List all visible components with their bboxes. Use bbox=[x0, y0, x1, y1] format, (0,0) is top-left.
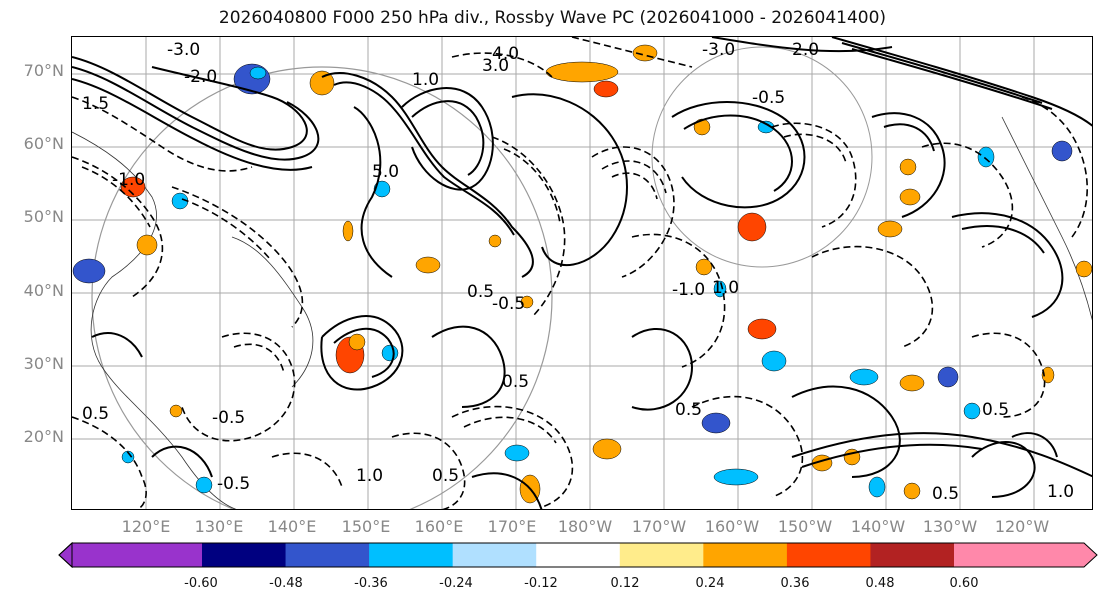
contour-label: -0.5 bbox=[212, 408, 245, 428]
divergence-shading bbox=[72, 44, 1092, 504]
lon-label-170w: 170°W bbox=[631, 517, 687, 536]
colorbar-segment bbox=[59, 543, 202, 567]
solid-contours bbox=[72, 37, 1092, 509]
contour-label: 1.0 bbox=[412, 70, 439, 90]
colorbar-tick: -0.60 bbox=[184, 576, 218, 591]
contour-label: 0.5 bbox=[82, 404, 109, 424]
contour-label: 1.0 bbox=[1047, 482, 1074, 502]
colorbar-segment bbox=[202, 543, 287, 567]
lon-label-130e: 130°E bbox=[194, 517, 244, 536]
lat-label-60: 60°N bbox=[23, 134, 64, 153]
lon-label-160w: 160°W bbox=[704, 517, 760, 536]
contour-value-labels: -3.0 -2.0 1.5 4.0 3.0 -3.0 2.0 -0.5 5.0 … bbox=[82, 40, 1074, 504]
colorbar-segment bbox=[285, 543, 370, 567]
colorbar-segments bbox=[58, 542, 1098, 568]
colorbar-segment bbox=[954, 543, 1097, 567]
contour-label: 0.5 bbox=[432, 466, 459, 486]
contour-label: -0.5 bbox=[752, 88, 785, 108]
lon-label-150w: 150°W bbox=[777, 517, 833, 536]
contour-label: -0.5 bbox=[217, 474, 250, 494]
contour-label: 3.0 bbox=[482, 56, 509, 76]
colorbar-tick: 0.36 bbox=[780, 576, 810, 591]
colorbar-tick: 0.12 bbox=[610, 576, 640, 591]
contour-label: -1.0 bbox=[112, 170, 145, 190]
colorbar-tick: 0.48 bbox=[865, 576, 895, 591]
lon-label-170e: 170°E bbox=[487, 517, 537, 536]
contour-label: 0.5 bbox=[982, 400, 1009, 420]
lon-label-120e: 120°E bbox=[121, 517, 171, 536]
contour-label: -3.0 bbox=[167, 40, 200, 60]
lat-label-70: 70°N bbox=[23, 61, 64, 80]
lon-label-140w: 140°W bbox=[850, 517, 906, 536]
contour-label: 0.5 bbox=[932, 484, 959, 504]
colorbar-segment bbox=[452, 543, 537, 567]
lat-label-40: 40°N bbox=[23, 281, 64, 300]
colorbar-segment bbox=[703, 543, 788, 567]
contour-label: 1.0 bbox=[356, 466, 383, 486]
colorbar-segment bbox=[619, 543, 704, 567]
colorbar-tick: -0.24 bbox=[439, 576, 473, 591]
lat-label-50: 50°N bbox=[23, 207, 64, 226]
contour-label: 0.5 bbox=[467, 282, 494, 302]
lon-label-160e: 160°E bbox=[414, 517, 464, 536]
colorbar-segment bbox=[536, 543, 621, 567]
coastlines bbox=[72, 116, 1092, 509]
lat-label-20: 20°N bbox=[23, 427, 64, 446]
lat-label-30: 30°N bbox=[23, 354, 64, 373]
lon-label-140e: 140°E bbox=[267, 517, 317, 536]
colorbar-segment bbox=[369, 543, 454, 567]
contour-label: 1.0 bbox=[712, 278, 739, 298]
contour-label: 4.0 bbox=[492, 44, 519, 64]
lon-label-130w: 130°W bbox=[922, 517, 978, 536]
colorbar-segment bbox=[870, 543, 955, 567]
lon-label-120w: 120°W bbox=[994, 517, 1050, 536]
colorbar-tick: -0.12 bbox=[524, 576, 558, 591]
colorbar-tick: 0.24 bbox=[695, 576, 725, 591]
colorbar-tick: -0.48 bbox=[269, 576, 303, 591]
map-panel: -3.0 -2.0 1.5 4.0 3.0 -3.0 2.0 -0.5 5.0 … bbox=[71, 36, 1093, 510]
contour-label: 2.0 bbox=[792, 40, 819, 60]
lon-label-150e: 150°E bbox=[341, 517, 391, 536]
contour-label: -2.0 bbox=[184, 67, 217, 87]
contour-label: -3.0 bbox=[702, 40, 735, 60]
contour-label: 1.5 bbox=[82, 94, 109, 114]
colorbar-tick: -0.36 bbox=[354, 576, 388, 591]
contour-label: 0.5 bbox=[675, 400, 702, 420]
contour-label: 5.0 bbox=[372, 162, 399, 182]
colorbar-segment bbox=[786, 543, 871, 567]
divergence-map: -3.0 -2.0 1.5 4.0 3.0 -3.0 2.0 -0.5 5.0 … bbox=[72, 37, 1092, 509]
colorbar-tick: 0.60 bbox=[949, 576, 979, 591]
colorbar bbox=[58, 542, 1098, 568]
contour-label: -0.5 bbox=[492, 294, 525, 314]
lon-label-180w: 180°W bbox=[557, 517, 613, 536]
contour-label: 0.5 bbox=[502, 372, 529, 392]
dashed-contours bbox=[72, 37, 1088, 509]
contour-label: -1.0 bbox=[672, 280, 705, 300]
chart-title: 2026040800 F000 250 hPa div., Rossby Wav… bbox=[218, 8, 887, 28]
